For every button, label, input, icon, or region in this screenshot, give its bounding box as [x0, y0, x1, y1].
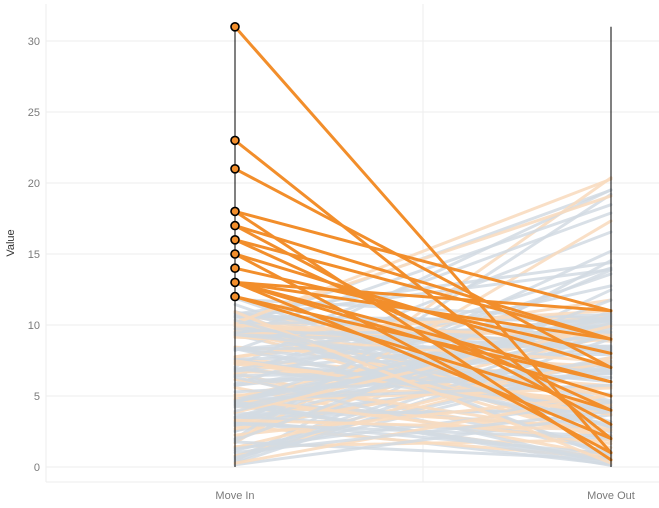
series-line-h17 [233, 280, 613, 441]
series-line-h14 [233, 280, 613, 341]
marker-18 [230, 206, 240, 217]
series-line-h19 [233, 295, 613, 412]
y-tick-labels: 0 5 10 15 20 25 30 [28, 36, 40, 474]
background-series-line [233, 393, 613, 465]
y-tick-label-30: 30 [28, 36, 40, 48]
background-series-line [233, 230, 613, 379]
marker-16 [230, 235, 240, 245]
y-tick-label-10: 10 [28, 320, 40, 332]
series-line-h3 [233, 167, 613, 370]
x-tick-label-move-in: Move In [215, 490, 254, 502]
y-tick-label-25: 25 [28, 107, 40, 119]
highlight-markers [230, 21, 240, 302]
marker-14 [230, 263, 240, 274]
y-axis-title: Value [5, 229, 17, 256]
background-series-line [233, 314, 613, 413]
background-series-line [233, 344, 613, 351]
marker-17 [230, 220, 240, 231]
series-line-h13 [233, 280, 613, 313]
background-series-line [233, 413, 613, 467]
series-line-h6 [233, 224, 613, 341]
marker-15 [230, 249, 240, 259]
series-line-h8 [233, 238, 613, 341]
series-line-h15 [233, 280, 613, 384]
background-series-line [233, 418, 613, 432]
marker-23 [230, 135, 240, 146]
background-series-line [233, 394, 613, 437]
background-series-line [233, 203, 613, 337]
marker-13 [230, 277, 240, 288]
marker-31 [230, 21, 240, 32]
grid [45, 4, 659, 483]
marker-12 [230, 291, 240, 302]
series-line-h9 [233, 238, 613, 412]
series-line-h18 [233, 295, 613, 384]
x-tick-labels: Move In Move Out [215, 490, 634, 502]
category-axes [234, 26, 612, 467]
y-tick-label-15: 15 [28, 249, 40, 261]
series-line-h4 [233, 209, 613, 313]
y-tick-label-20: 20 [28, 178, 40, 190]
highlighted-series-lines [233, 25, 613, 462]
y-tick-label-5: 5 [34, 391, 40, 403]
marker-21 [230, 164, 240, 174]
x-tick-label-move-out: Move Out [587, 490, 635, 502]
y-tick-label-0: 0 [34, 462, 40, 474]
background-series-line [233, 318, 613, 429]
